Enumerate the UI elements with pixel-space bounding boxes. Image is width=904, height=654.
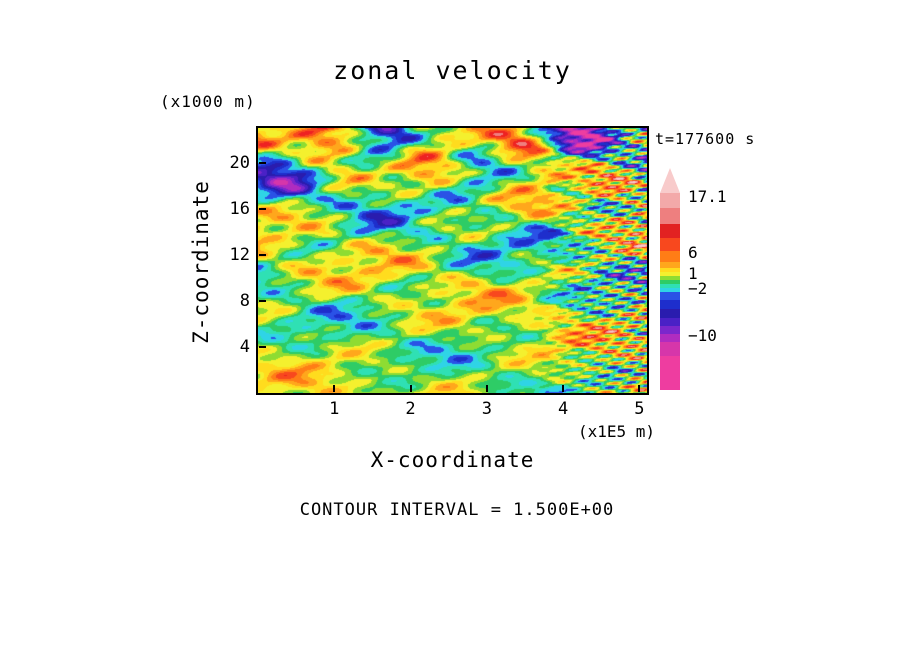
contour-plot-area [256,126,649,395]
z-tick-mark [259,161,266,164]
chart-title: zonal velocity [333,56,572,85]
x-tick-label: 3 [481,399,492,419]
colorbar-segment [660,309,680,318]
colorbar-segment [660,208,680,224]
colorbar-tick-label: 1 [688,264,698,283]
colorbar-segment [660,272,680,276]
colorbar-segment [660,224,680,238]
x-tick-mark [485,385,488,392]
colorbar-tick-label: 6 [688,243,698,262]
x-tick-mark [409,385,412,392]
timestamp-label: t=177600 s [655,130,756,148]
z-tick-label: 20 [229,152,250,173]
contour-field-canvas [258,128,647,393]
z-tick-label: 12 [229,244,250,265]
z-tick-mark [259,207,266,210]
colorbar-tick-label: 17.1 [688,187,727,206]
z-tick-mark [259,253,266,256]
colorbar-segment [660,276,680,280]
x-tick-label: 4 [557,399,569,419]
colorbar-segment [660,318,680,326]
colorbar-segment [660,288,680,292]
z-tick-mark [259,299,266,302]
y-axis-unit-label: (x1000 m) [160,92,256,111]
colorbar-segment [660,280,680,284]
z-tick-mark [259,345,266,348]
colorbar-segment [660,284,680,288]
z-tick-label: 4 [239,336,250,357]
colorbar-segment [660,356,680,390]
x-tick-mark [562,385,565,392]
colorbar-arrow-tip [660,168,680,193]
colorbar-tick-label: −2 [688,279,708,298]
x-tick-label: 5 [634,399,645,419]
x-axis-label: X-coordinate [370,448,535,472]
z-tick-label: 16 [229,198,250,219]
colorbar-segment [660,238,680,251]
colorbar-segment [660,268,680,272]
x-tick-mark [638,385,641,392]
colorbar-segment [660,342,680,356]
y-axis-label: Z-coordinate [189,180,213,344]
colorbar-segment [660,334,680,342]
contour-interval-label: CONTOUR INTERVAL = 1.500E+00 [299,500,615,520]
x-tick-mark [333,385,336,392]
colorbar-segment [660,193,680,208]
colorbar-segment [660,251,680,262]
colorbar-tick-label: −10 [688,326,717,345]
x-tick-label: 1 [329,399,340,419]
colorbar-segment [660,300,680,309]
x-axis-unit-label: (x1E5 m) [577,422,655,441]
colorbar-segment [660,262,680,268]
z-tick-label: 8 [239,290,250,311]
colorbar-segment [660,326,680,334]
x-tick-label: 2 [405,399,416,419]
colorbar-segment [660,292,680,300]
